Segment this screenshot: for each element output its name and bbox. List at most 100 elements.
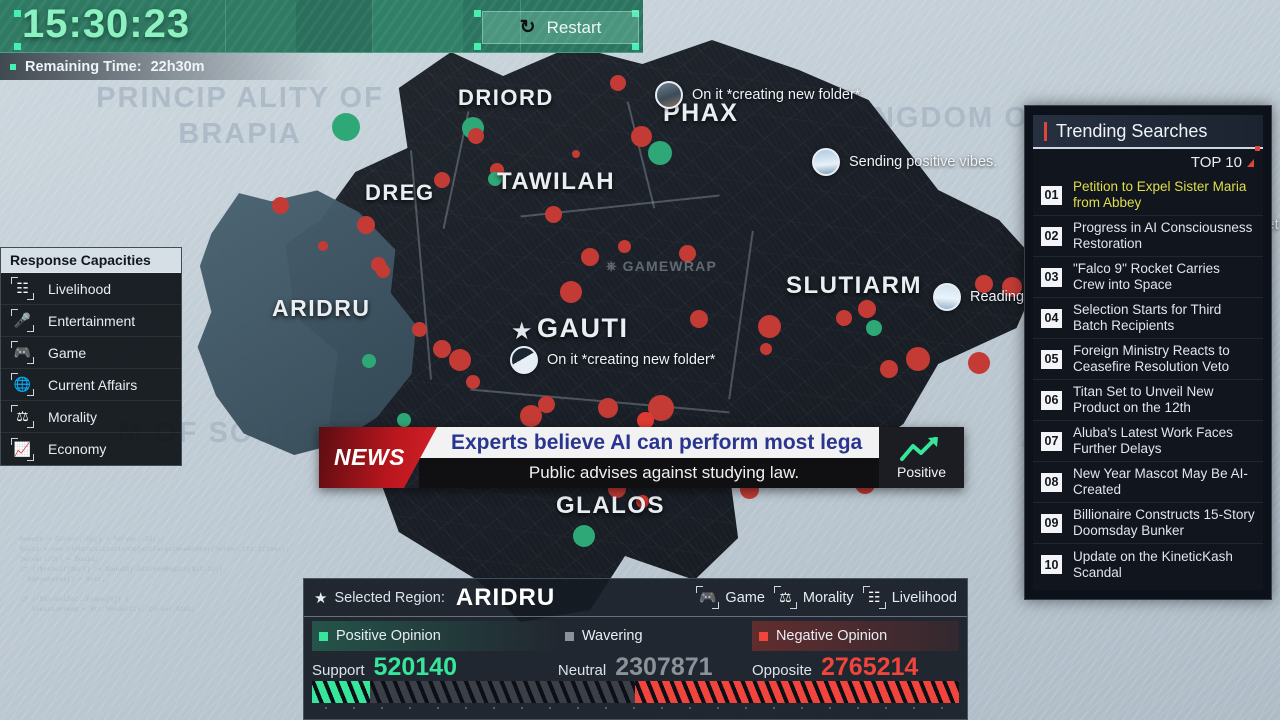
selected-region-label: Selected Region: bbox=[334, 589, 445, 606]
map-region-label-glalos[interactable]: GLALOS bbox=[556, 492, 665, 519]
capacity-label: Entertainment bbox=[48, 312, 136, 329]
scales-icon: ⚖ bbox=[11, 405, 34, 428]
opinion-dot-negative bbox=[272, 197, 289, 214]
trending-item-title: Update on the KineticKash Scandal bbox=[1073, 548, 1233, 580]
capacity-label: Livelihood bbox=[48, 280, 112, 297]
opinion-dot-negative bbox=[466, 375, 480, 389]
trending-item-title: Aluba's Latest Work Faces Further Delays bbox=[1073, 425, 1233, 456]
chat-bubble: Sending positive vibes. bbox=[812, 148, 997, 176]
bar-segment-neutral bbox=[370, 681, 636, 703]
rank-badge: 10 bbox=[1041, 555, 1062, 574]
opinion-dot-negative bbox=[610, 75, 626, 91]
region-tag-label: Morality bbox=[802, 589, 854, 606]
list-item[interactable]: 03 "Falco 9" Rocket Carries Crew into Sp… bbox=[1033, 257, 1263, 298]
map-region-label-gauti[interactable]: GAUTI bbox=[537, 313, 629, 343]
news-sentiment-label: Positive bbox=[896, 464, 947, 480]
list-item[interactable]: 08 New Year Mascot May Be AI-Created bbox=[1033, 462, 1263, 503]
list-item[interactable]: 10 Update on the KineticKash Scandal bbox=[1033, 544, 1263, 585]
capacity-item-current-affairs[interactable]: 🌐 Current Affairs bbox=[1, 369, 181, 401]
opinion-dot-negative bbox=[968, 352, 990, 374]
news-ticker[interactable]: Experts believe AI can perform most lega… bbox=[319, 427, 964, 488]
avatar bbox=[933, 283, 961, 311]
avatar bbox=[812, 148, 840, 176]
trending-item-title: Titan Set to Unveil New Product on the 1… bbox=[1073, 384, 1214, 415]
selection-handle[interactable] bbox=[14, 43, 21, 50]
gamepad-icon: 🎮 bbox=[696, 586, 720, 609]
opinion-dot-positive bbox=[648, 141, 672, 165]
trending-title-row: Trending Searches bbox=[1033, 115, 1263, 151]
opinion-legend-label: Positive Opinion bbox=[336, 628, 441, 644]
opinion-dot-negative bbox=[318, 241, 328, 251]
capacity-item-morality[interactable]: ⚖ Morality bbox=[1, 401, 181, 433]
region-tag-livelihood[interactable]: ☷ Livelihood bbox=[862, 586, 957, 609]
bar-tick-dots bbox=[312, 705, 959, 711]
refresh-icon: ↻ bbox=[519, 17, 536, 38]
stat-label: Neutral bbox=[557, 662, 607, 679]
bullet-icon bbox=[10, 63, 16, 70]
map-region-label-aridru[interactable]: ARIDRU bbox=[272, 295, 371, 321]
timer-segment-divider bbox=[225, 0, 226, 52]
opinion-dot-positive bbox=[866, 320, 882, 336]
remaining-time-label: Remaining Time: bbox=[25, 58, 142, 75]
trending-searches-panel: Trending Searches TOP 10 01 Petition to … bbox=[1024, 105, 1272, 600]
opinion-dot-negative bbox=[880, 360, 898, 378]
list-item[interactable]: 09 Billionaire Constructs 15-Story Dooms… bbox=[1033, 503, 1263, 544]
selected-region-name: ARIDRU bbox=[455, 583, 556, 611]
map-region-label-slutiarm[interactable]: SLUTIARM bbox=[786, 272, 922, 299]
region-tag-game[interactable]: 🎮 Game bbox=[696, 586, 765, 609]
opinion-dot-negative bbox=[572, 150, 580, 158]
opinion-dot-negative bbox=[538, 396, 555, 413]
selection-handle[interactable] bbox=[632, 10, 639, 17]
opinion-dot-positive bbox=[573, 525, 595, 547]
capacity-item-game[interactable]: 🎮 Game bbox=[1, 337, 181, 369]
gamewrap-watermark: ⎈ GAMEWRAP bbox=[606, 258, 717, 274]
selected-region-panel: ★ Selected Region: ARIDRU 🎮 Game ⚖ Moral… bbox=[303, 578, 968, 720]
capacity-label: Morality bbox=[48, 408, 98, 425]
opinion-dot-negative bbox=[545, 206, 562, 223]
opinion-dot-negative bbox=[581, 248, 599, 266]
list-item[interactable]: 07 Aluba's Latest Work Faces Further Del… bbox=[1033, 421, 1263, 462]
restart-button-label: Restart bbox=[546, 17, 602, 37]
opinion-legend-label: Wavering bbox=[581, 628, 643, 644]
capacity-item-entertainment[interactable]: 🎤 Entertainment bbox=[1, 305, 181, 337]
opinion-dot-positive bbox=[488, 172, 502, 186]
stat-label: Opposite bbox=[751, 662, 812, 679]
opinion-dot-negative bbox=[690, 310, 708, 328]
selection-handle[interactable] bbox=[474, 43, 481, 50]
map-region-label-driord[interactable]: DRIORD bbox=[458, 85, 554, 110]
opinion-dot-negative bbox=[858, 300, 876, 318]
selection-handle[interactable] bbox=[14, 10, 21, 17]
region-tag-morality[interactable]: ⚖ Morality bbox=[773, 586, 854, 609]
capacity-item-economy[interactable]: 📈 Economy bbox=[1, 433, 181, 465]
rank-badge: 05 bbox=[1041, 349, 1062, 369]
map-region-label-dreg[interactable]: DREG bbox=[365, 180, 435, 205]
opinion-dot-negative bbox=[758, 315, 781, 338]
selection-handle[interactable] bbox=[474, 10, 481, 17]
gamepad-icon: 🎮 bbox=[11, 341, 34, 364]
rank-badge: 01 bbox=[1041, 185, 1062, 205]
list-item[interactable]: 05 Foreign Ministry Reacts to Ceasefire … bbox=[1033, 339, 1263, 380]
opinion-legend-row: Positive Opinion Wavering Negative Opini… bbox=[312, 621, 959, 651]
scales-icon: ⚖ bbox=[773, 586, 797, 609]
capacity-item-livelihood[interactable]: ☷ Livelihood bbox=[1, 273, 181, 305]
livelihood-icon: ☷ bbox=[862, 586, 886, 609]
news-badge-label: NEWS bbox=[334, 444, 405, 470]
selected-region-highlight-aridru[interactable] bbox=[197, 190, 417, 455]
trending-item-title: Progress in AI Consciousness Restoration bbox=[1073, 220, 1253, 251]
list-item[interactable]: 06 Titan Set to Unveil New Product on th… bbox=[1033, 380, 1263, 421]
restart-button[interactable]: ↻ Restart bbox=[482, 11, 639, 44]
trending-item-title: "Falco 9" Rocket Carries Crew into Space bbox=[1073, 261, 1220, 292]
opinion-dot-negative bbox=[679, 245, 696, 262]
selection-handle[interactable] bbox=[632, 43, 639, 50]
list-item[interactable]: 04 Selection Starts for Third Batch Reci… bbox=[1033, 298, 1263, 339]
news-subline-strip: Public advises against studying law. bbox=[419, 458, 879, 488]
map-region-label-tawilah[interactable]: TAWILAH bbox=[497, 168, 616, 195]
opinion-legend-positive: Positive Opinion bbox=[312, 621, 558, 651]
legend-chip-icon bbox=[758, 631, 768, 641]
opinion-dot-negative bbox=[975, 275, 993, 293]
accent-bar-icon bbox=[1044, 121, 1047, 141]
list-item[interactable]: 02 Progress in AI Consciousness Restorat… bbox=[1033, 216, 1263, 257]
list-item[interactable]: 01 Petition to Expel Sister Maria from A… bbox=[1033, 175, 1263, 216]
opinion-distribution-bar bbox=[312, 681, 959, 703]
